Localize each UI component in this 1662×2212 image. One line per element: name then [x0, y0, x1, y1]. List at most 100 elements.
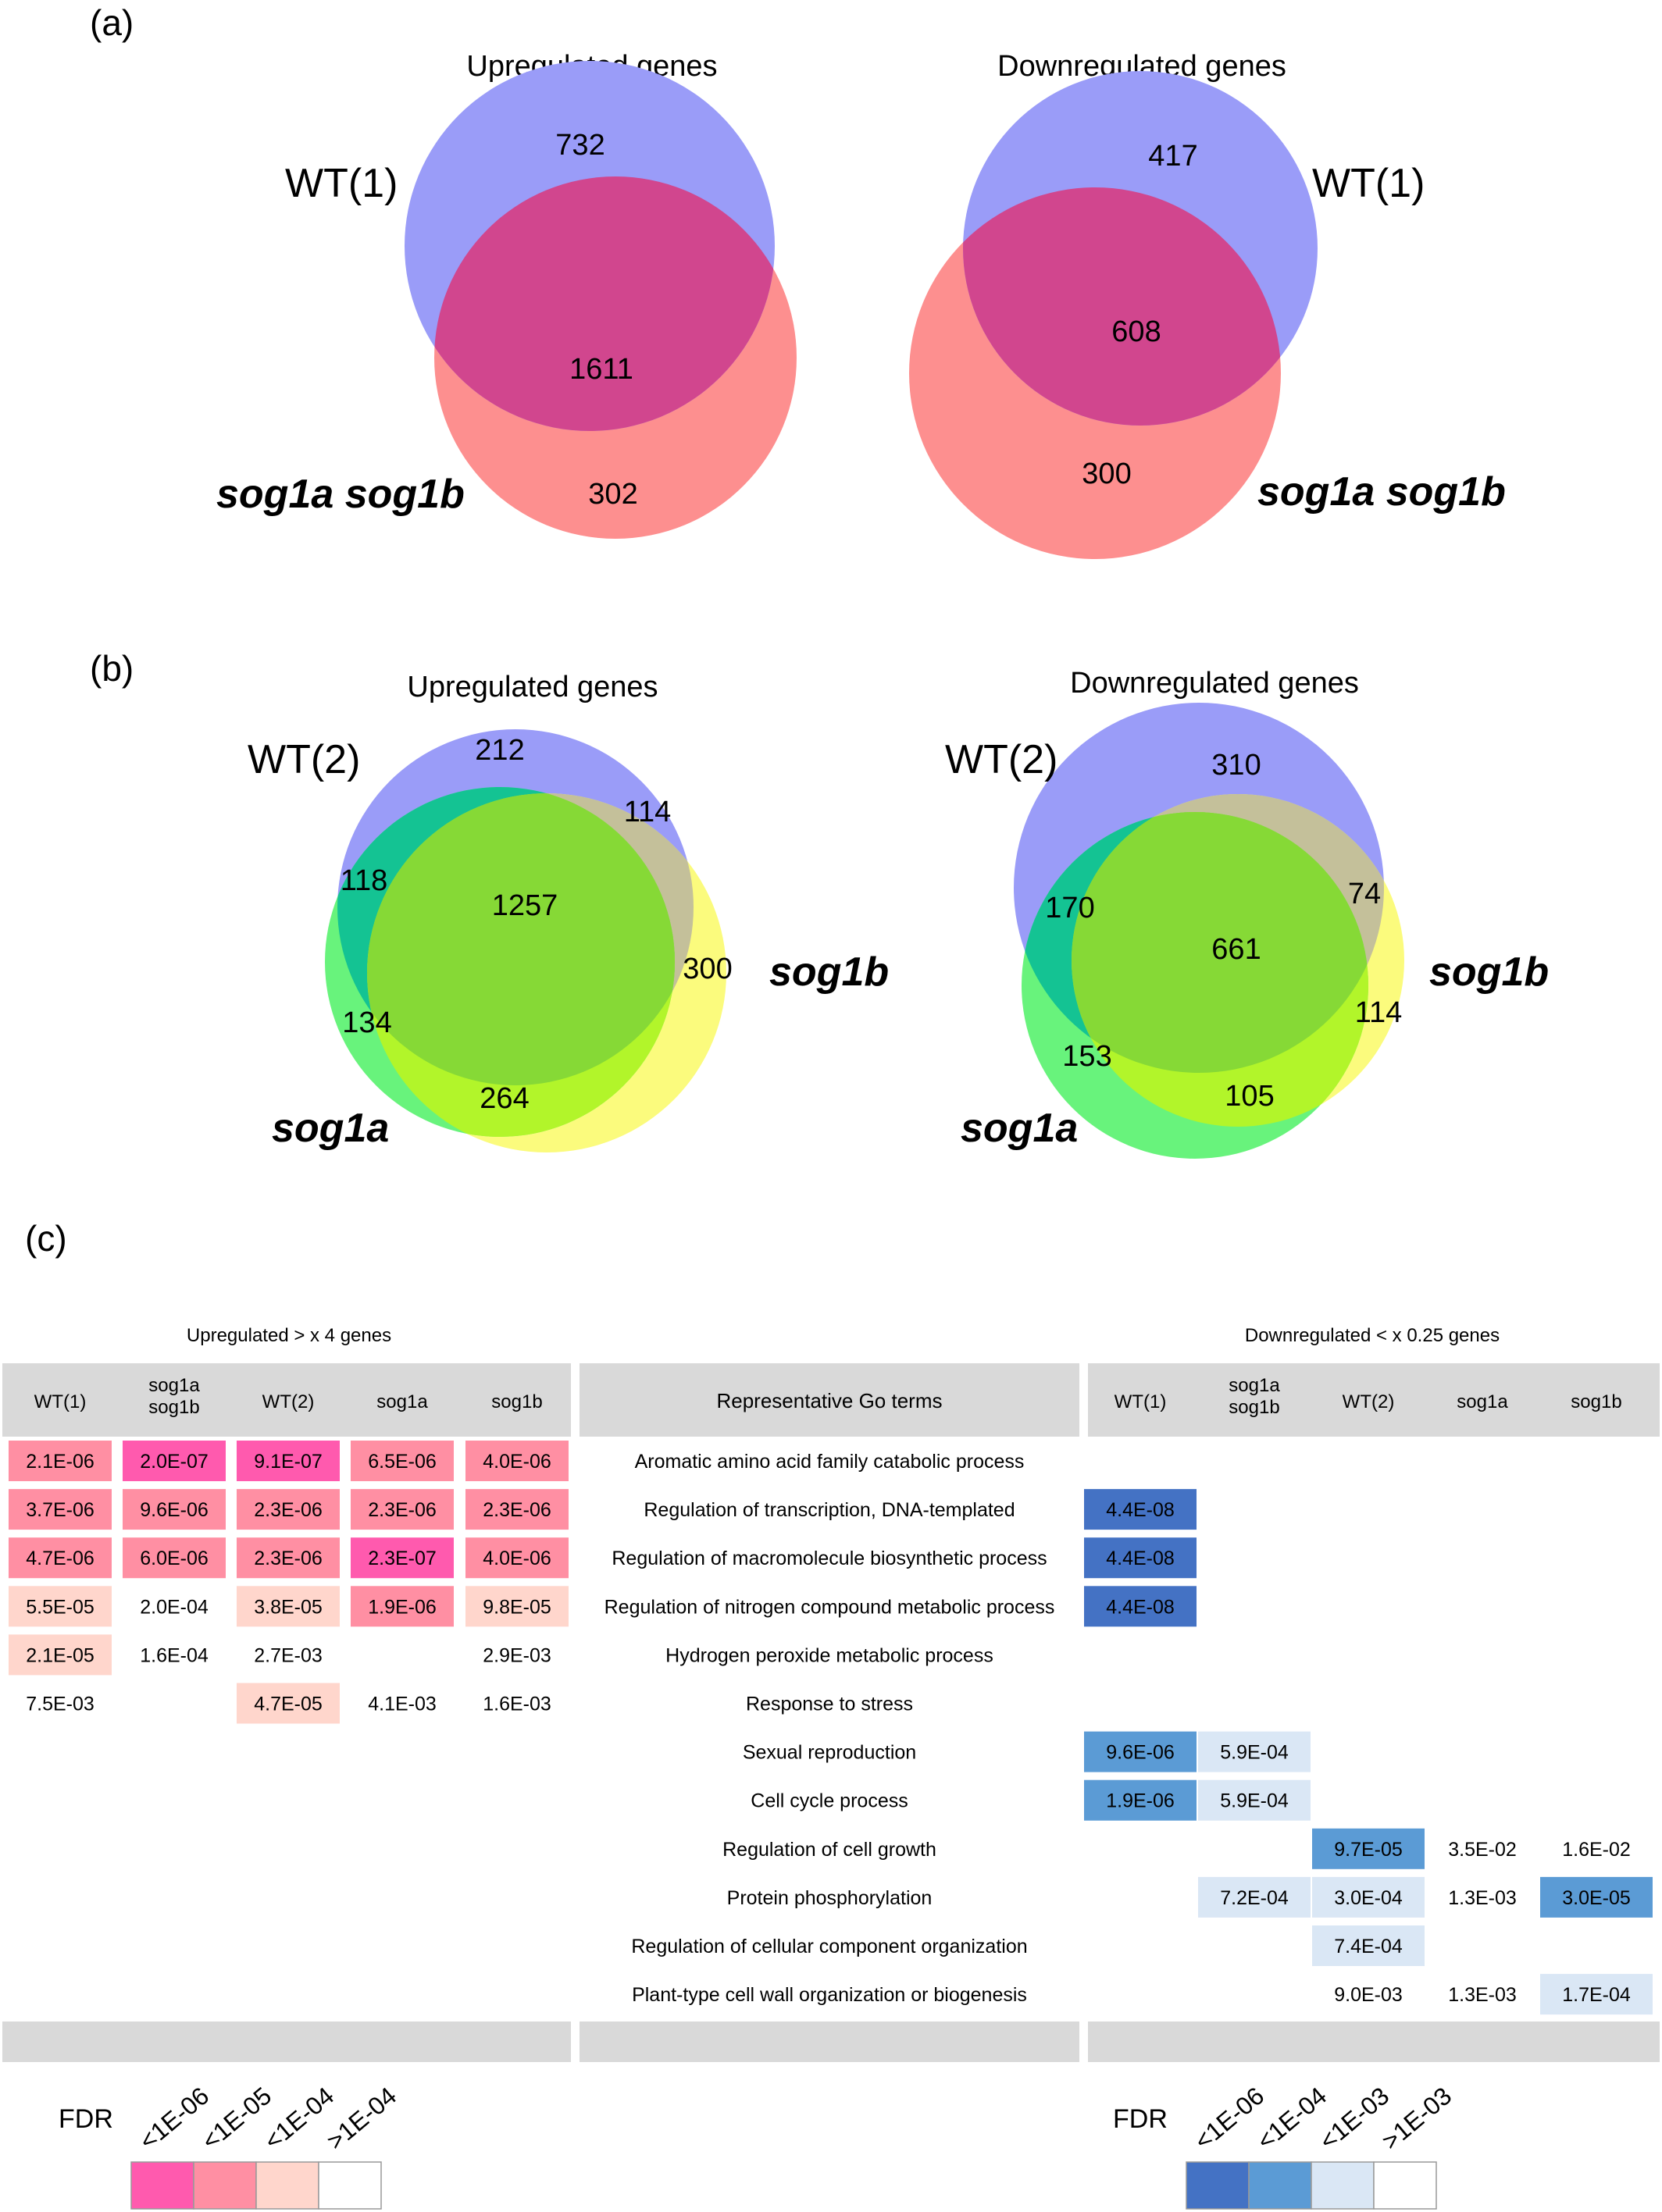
legend-swatch — [1373, 2161, 1437, 2210]
fdr-cell — [351, 1537, 454, 1579]
fdr-value: 2.3E-07 — [368, 1548, 437, 1569]
fdr-value: 2.3E-06 — [254, 1499, 323, 1521]
go-term-label: Regulation of cellular component organiz… — [631, 1936, 1027, 1957]
up-col-header: WT(1) — [34, 1391, 87, 1412]
fdr-value: 3.8E-05 — [254, 1596, 323, 1618]
fdr-value: 4.4E-08 — [1106, 1499, 1175, 1521]
fdr-cell — [123, 1489, 226, 1530]
count-both: 608 — [1111, 315, 1161, 348]
fdr-cell — [1084, 1731, 1197, 1772]
count-a-b: 264 — [480, 1082, 529, 1115]
down-table-title: Downregulated < x 0.25 genes — [1245, 1325, 1500, 1346]
fdr-cell — [1540, 1876, 1653, 1918]
venn-b-up: Upregulated genes 212 114 118 1257 300 1… — [248, 671, 889, 1152]
set-label-wt2: WT(2) — [248, 737, 360, 782]
fdr-cell — [465, 1586, 569, 1627]
venn-b-down: Downregulated genes 310 170 74 661 114 1… — [945, 667, 1549, 1159]
legend-up: FDR <1E-06<1E-05<1E-04>1E-04 — [59, 2082, 401, 2210]
set-label-sog1b: sog1b — [1429, 949, 1549, 995]
down-col-header: sog1a — [1457, 1391, 1508, 1412]
fdr-value: 5.9E-04 — [1220, 1790, 1289, 1812]
legend-up-title: FDR — [59, 2104, 113, 2134]
venn-a-down: Downregulated genes 417 608 300 WT(1) so… — [909, 50, 1506, 559]
up-table-title: Upregulated > x 4 genes — [187, 1325, 391, 1346]
table-row: Regulation of cellular component organiz… — [631, 1925, 1425, 1966]
count-mutant-only: 300 — [1082, 458, 1131, 490]
fdr-value: 1.3E-03 — [1448, 1984, 1517, 2006]
go-table-rows: Aromatic amino acid family catabolic pro… — [9, 1441, 1653, 2015]
venn-overlap-all — [367, 793, 675, 1085]
fdr-cell — [237, 1683, 340, 1724]
fdr-value: 1.9E-06 — [368, 1596, 437, 1618]
up-col-header: sog1b — [491, 1391, 542, 1412]
fdr-cell — [237, 1441, 340, 1481]
set-label-sog1a: sog1a — [272, 1106, 389, 1151]
set-label-wt2: WT(2) — [945, 737, 1057, 782]
set-label-sog1b: sog1b — [769, 949, 889, 995]
table-row: Regulation of transcription, DNA-templat… — [9, 1489, 1197, 1530]
count-wt-b: 74 — [1348, 878, 1381, 910]
go-term-label: Regulation of cell growth — [722, 1839, 936, 1861]
table-row: Sexual reproduction 9.6E-06 5.9E-04 — [743, 1731, 1311, 1772]
fdr-cell — [351, 1586, 454, 1627]
table-row: Regulation of macromolecule biosynthetic… — [9, 1537, 1197, 1579]
legend-label: <1E-03 — [1314, 2082, 1394, 2155]
fdr-value: 4.1E-03 — [368, 1694, 437, 1715]
fdr-cell — [237, 1586, 340, 1627]
down-footer-band — [1088, 2021, 1660, 2062]
fdr-cell — [9, 1537, 112, 1579]
fdr-value: 9.7E-05 — [1334, 1839, 1403, 1861]
table-row: Regulation of nitrogen compound metaboli… — [9, 1586, 1197, 1627]
fdr-value: 2.3E-06 — [254, 1548, 323, 1569]
count-all: 1257 — [492, 889, 558, 922]
legend-label: <1E-06 — [1189, 2082, 1269, 2155]
fdr-cell — [237, 1537, 340, 1579]
fdr-value: 4.4E-08 — [1106, 1596, 1175, 1618]
go-term-label: Plant-type cell wall organization or bio… — [632, 1984, 1027, 2006]
fdr-value: 4.4E-08 — [1106, 1548, 1175, 1569]
fdr-cell — [465, 1441, 569, 1481]
table-row: Cell cycle process 1.9E-06 5.9E-04 — [751, 1779, 1311, 1821]
fdr-cell — [1084, 1537, 1197, 1579]
fdr-value: 2.7E-03 — [254, 1644, 323, 1666]
legend-swatch — [193, 2161, 257, 2210]
fdr-value: 4.7E-06 — [26, 1548, 95, 1569]
fdr-value: 2.1E-06 — [26, 1451, 95, 1473]
fdr-value: 2.0E-04 — [140, 1596, 209, 1618]
fdr-cell — [123, 1441, 226, 1481]
fdr-cell — [1540, 1974, 1653, 2015]
fdr-cell — [9, 1489, 112, 1530]
down-header-band — [1088, 1363, 1660, 1437]
venn-b-down-title: Downregulated genes — [1070, 667, 1359, 700]
fdr-value: 1.7E-04 — [1562, 1984, 1631, 2006]
fdr-value: 5.9E-04 — [1220, 1742, 1289, 1764]
table-row: Response to stress 7.5E-03 4.7E-05 4.1E-03 1… — [26, 1683, 913, 1724]
count-a-only: 153 — [1062, 1040, 1111, 1073]
count-wt-a: 170 — [1045, 892, 1094, 924]
fdr-cell — [9, 1634, 112, 1676]
fdr-value: 7.4E-04 — [1334, 1936, 1403, 1957]
fdr-value: 9.0E-03 — [1334, 1984, 1403, 2006]
go-term-label: Aromatic amino acid family catabolic pro… — [635, 1451, 1025, 1473]
set-label-sog1a: sog1a — [961, 1106, 1078, 1151]
fdr-value: 2.0E-07 — [140, 1451, 209, 1473]
up-header-band — [2, 1363, 571, 1437]
up-col-header: WT(2) — [262, 1391, 315, 1412]
fdr-cell — [237, 1489, 340, 1530]
fdr-cell — [1312, 1925, 1425, 1966]
fdr-value: 2.3E-06 — [368, 1499, 437, 1521]
fdr-value: 6.5E-06 — [368, 1451, 437, 1473]
fdr-value: 3.0E-05 — [1562, 1887, 1631, 1909]
table-row: Regulation of cell growth 9.7E-05 3.5E-02 1… — [722, 1828, 1631, 1869]
down-column-headers: WT(1)sog1a sog1b WT(2) sog1a sog1b — [1115, 1375, 1622, 1418]
count-mutant-only: 302 — [588, 478, 637, 511]
legend-swatch — [318, 2161, 382, 2210]
fdr-value: 3.5E-02 — [1448, 1839, 1517, 1861]
legend-down-title: FDR — [1113, 2104, 1168, 2134]
go-term-label: Regulation of macromolecule biosynthetic… — [612, 1548, 1047, 1569]
fdr-cell — [465, 1537, 569, 1579]
legend-swatch — [1311, 2161, 1375, 2210]
table-row: Protein phosphorylation 7.2E-04 3.0E-04 1.3… — [727, 1876, 1653, 1918]
fdr-value: 2.9E-03 — [483, 1644, 551, 1666]
